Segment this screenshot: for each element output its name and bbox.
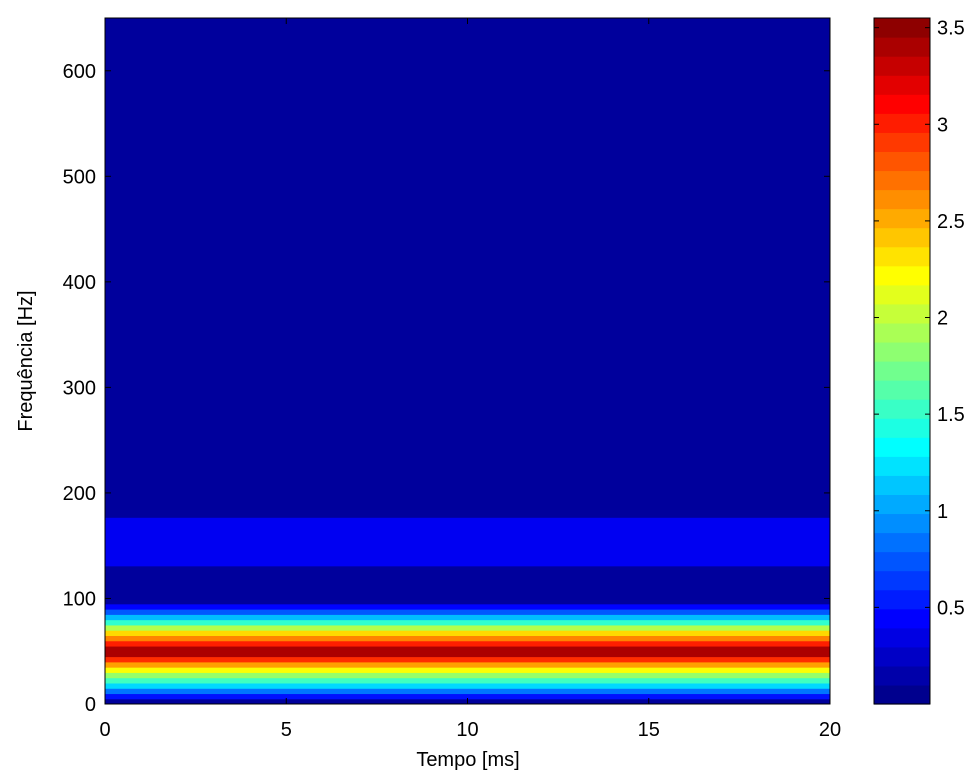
colorbar-swatch bbox=[874, 551, 930, 572]
colorbar-tick-label: 2 bbox=[937, 308, 948, 330]
contour-band bbox=[105, 614, 830, 621]
y-tick-label: 400 bbox=[63, 272, 96, 294]
contour-band bbox=[105, 630, 830, 636]
colorbar-swatch bbox=[874, 456, 930, 476]
colorbar-tick-label: 2.5 bbox=[937, 211, 965, 233]
colorbar-swatch bbox=[874, 361, 930, 381]
x-axis-label: Tempo [ms] bbox=[416, 749, 519, 771]
contour-band bbox=[105, 677, 830, 684]
colorbar-frame bbox=[873, 17, 931, 705]
colorbar-swatch bbox=[874, 341, 930, 362]
contour-band bbox=[105, 565, 830, 605]
colorbar-tick-label: 1.5 bbox=[937, 404, 965, 426]
contour-band bbox=[105, 688, 830, 695]
y-tick-label: 600 bbox=[63, 61, 96, 83]
colorbar-swatch bbox=[874, 151, 930, 172]
colorbar-swatch bbox=[874, 189, 930, 210]
plot-area bbox=[104, 17, 831, 705]
colorbar-swatch bbox=[874, 570, 930, 591]
colorbar-tick-label: 1 bbox=[937, 501, 948, 523]
contour-band bbox=[105, 609, 830, 615]
colorbar-swatch bbox=[874, 113, 930, 133]
y-tick-label: 100 bbox=[63, 588, 96, 610]
colorbar-swatch bbox=[874, 56, 930, 76]
colorbar-swatch bbox=[874, 18, 930, 38]
colorbar-tick-label: 3 bbox=[937, 114, 948, 136]
colorbar-tick-label: 0.5 bbox=[937, 597, 965, 619]
colorbar-swatch bbox=[874, 208, 930, 229]
colorbar-swatch bbox=[874, 380, 930, 400]
contour-band bbox=[105, 693, 830, 700]
colorbar-swatch bbox=[874, 265, 930, 286]
colorbar-swatch bbox=[874, 665, 930, 686]
contour-band bbox=[105, 18, 830, 518]
colorbar: 0.5 1 1.5 2 2.5 3 3.5 bbox=[873, 17, 965, 705]
colorbar-swatch bbox=[874, 627, 930, 648]
colorbar-swatch bbox=[874, 75, 930, 95]
contour-band bbox=[105, 645, 830, 658]
colorbar-swatch bbox=[874, 399, 930, 419]
y-tick-label: 500 bbox=[63, 166, 96, 188]
colorbar-swatch bbox=[874, 589, 930, 610]
x-tick-label: 15 bbox=[638, 719, 660, 741]
y-tick-labels: 0 100 200 300 400 500 600 bbox=[63, 61, 96, 716]
colorbar-swatch bbox=[874, 94, 930, 114]
colorbar-swatch bbox=[874, 132, 930, 152]
colorbar-swatch bbox=[874, 246, 930, 267]
colorbar-swatch bbox=[874, 684, 930, 705]
colorbar-swatch bbox=[874, 418, 930, 438]
contour-band bbox=[105, 517, 830, 567]
colorbar-swatch bbox=[874, 646, 930, 667]
contour-band bbox=[105, 682, 830, 689]
contour-band bbox=[105, 624, 830, 631]
colorbar-swatch bbox=[874, 303, 930, 324]
x-tick-label: 5 bbox=[281, 719, 292, 741]
plot-frame bbox=[104, 17, 831, 705]
contour-band bbox=[105, 635, 830, 642]
colorbar-swatch bbox=[874, 322, 930, 343]
x-tick-label: 20 bbox=[819, 719, 841, 741]
colorbar-swatch bbox=[874, 37, 930, 57]
colorbar-swatch bbox=[874, 284, 930, 305]
y-tick-label: 300 bbox=[63, 377, 96, 399]
x-tick-label: 0 bbox=[99, 719, 110, 741]
colorbar-swatches bbox=[874, 18, 930, 705]
contour-band bbox=[105, 661, 830, 668]
colorbar-swatch bbox=[874, 437, 930, 457]
colorbar-ticks bbox=[874, 27, 930, 608]
colorbar-swatch bbox=[874, 608, 930, 629]
y-axis-label: Frequência [Hz] bbox=[15, 290, 37, 431]
colorbar-swatch bbox=[874, 475, 930, 495]
colorbar-swatch bbox=[874, 170, 930, 191]
contour-band bbox=[105, 619, 830, 626]
colorbar-swatch bbox=[874, 513, 930, 534]
colorbar-tick-label: 3.5 bbox=[937, 18, 965, 40]
colorbar-swatch bbox=[874, 227, 930, 248]
colorbar-tick-labels: 0.5 1 1.5 2 2.5 3 3.5 bbox=[937, 18, 965, 620]
contour-bands bbox=[105, 18, 830, 704]
y-tick-label: 0 bbox=[85, 694, 96, 716]
contour-band bbox=[105, 603, 830, 610]
contour-band bbox=[105, 667, 830, 673]
y-tick-label: 200 bbox=[63, 483, 96, 505]
colorbar-swatch bbox=[874, 494, 930, 515]
x-tick-label: 10 bbox=[456, 719, 478, 741]
contour-band bbox=[105, 672, 830, 679]
colorbar-swatch bbox=[874, 532, 930, 553]
contour-band bbox=[105, 656, 830, 663]
contour-band bbox=[105, 640, 830, 647]
x-tick-labels: 0 5 10 15 20 bbox=[99, 719, 841, 741]
